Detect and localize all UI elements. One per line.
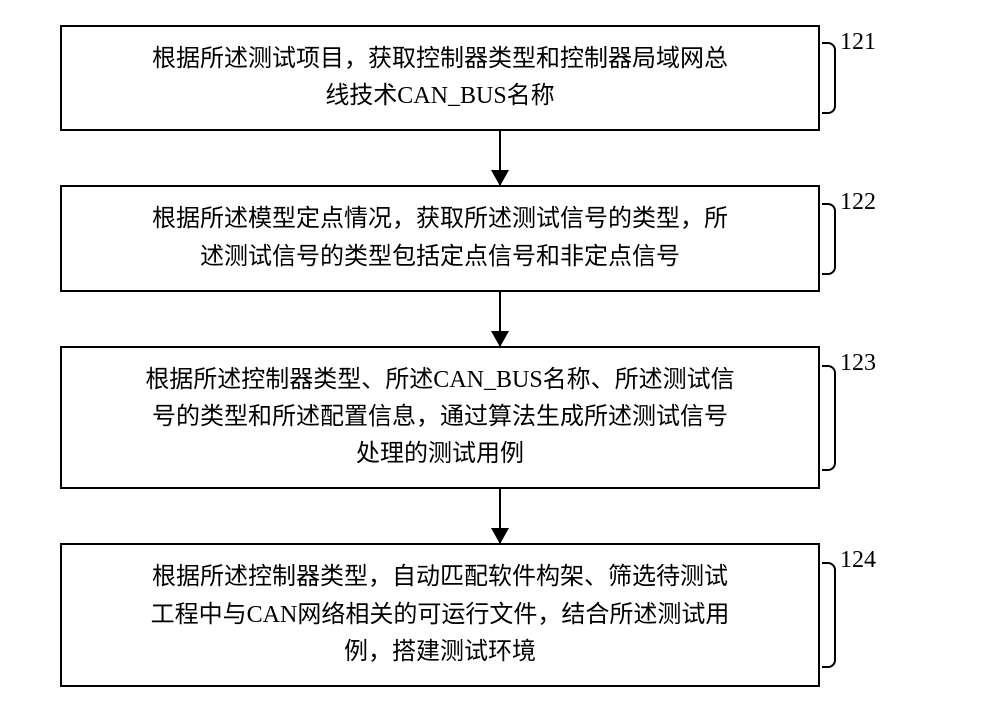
step-text-line: 例，搭建测试环境 (84, 634, 796, 671)
step-label: 122 (840, 189, 876, 216)
bracket-icon (822, 365, 836, 471)
flow-step-row: 根据所述模型定点情况，获取所述测试信号的类型，所 述测试信号的类型包括定点信号和… (60, 185, 940, 291)
flow-step-box-121: 根据所述测试项目，获取控制器类型和控制器局域网总 线技术CAN_BUS名称 (60, 25, 820, 131)
step-text-line: 线技术CAN_BUS名称 (84, 78, 796, 115)
flow-step-box-122: 根据所述模型定点情况，获取所述测试信号的类型，所 述测试信号的类型包括定点信号和… (60, 185, 820, 291)
step-text-line: 述测试信号的类型包括定点信号和非定点信号 (84, 239, 796, 276)
flow-step-row: 根据所述控制器类型，自动匹配软件构架、筛选待测试 工程中与CAN网络相关的可运行… (60, 543, 940, 687)
step-text-line: 根据所述测试项目，获取控制器类型和控制器局域网总 (84, 41, 796, 78)
arrow-wrap (120, 489, 880, 543)
flow-step-row: 根据所述控制器类型、所述CAN_BUS名称、所述测试信 号的类型和所述配置信息，… (60, 346, 940, 490)
flow-arrow (499, 131, 502, 185)
step-text-line: 根据所述模型定点情况，获取所述测试信号的类型，所 (84, 201, 796, 238)
flow-step-row: 根据所述测试项目，获取控制器类型和控制器局域网总 线技术CAN_BUS名称 12… (60, 25, 940, 131)
step-label: 124 (840, 547, 876, 574)
bracket-icon (822, 203, 836, 275)
step-text-line: 根据所述控制器类型、所述CAN_BUS名称、所述测试信 (84, 362, 796, 399)
arrow-wrap (120, 292, 880, 346)
step-label: 123 (840, 350, 876, 377)
step-text-line: 工程中与CAN网络相关的可运行文件，结合所述测试用 (84, 597, 796, 634)
flowchart-container: 根据所述测试项目，获取控制器类型和控制器局域网总 线技术CAN_BUS名称 12… (60, 25, 940, 687)
flow-step-box-124: 根据所述控制器类型，自动匹配软件构架、筛选待测试 工程中与CAN网络相关的可运行… (60, 543, 820, 687)
step-label: 121 (840, 29, 876, 56)
step-text-line: 号的类型和所述配置信息，通过算法生成所述测试信号 (84, 399, 796, 436)
arrow-wrap (120, 131, 880, 185)
flow-step-box-123: 根据所述控制器类型、所述CAN_BUS名称、所述测试信 号的类型和所述配置信息，… (60, 346, 820, 490)
flow-arrow (499, 489, 502, 543)
step-text-line: 处理的测试用例 (84, 436, 796, 473)
bracket-icon (822, 42, 836, 114)
bracket-icon (822, 562, 836, 668)
flow-arrow (499, 292, 502, 346)
step-text-line: 根据所述控制器类型，自动匹配软件构架、筛选待测试 (84, 559, 796, 596)
